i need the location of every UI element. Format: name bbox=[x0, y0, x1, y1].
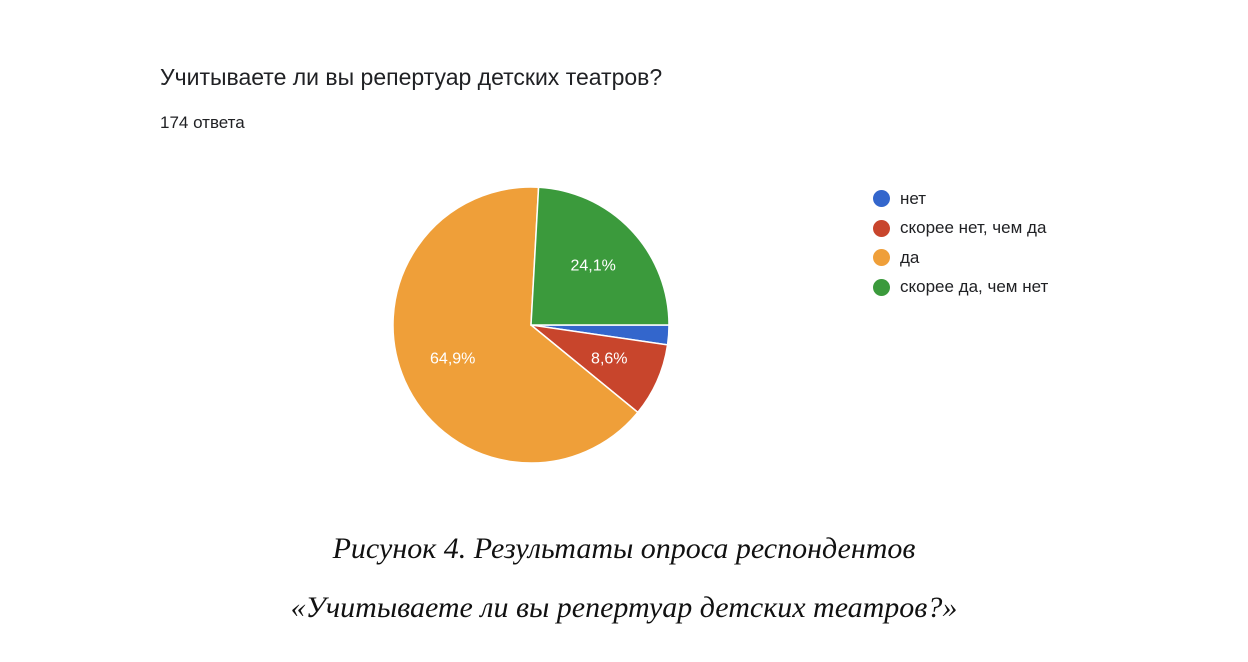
legend-label: нет bbox=[900, 188, 927, 208]
legend-label: скорее да, чем нет bbox=[900, 277, 1049, 297]
legend-label: скорее нет, чем да bbox=[900, 218, 1047, 238]
legend-swatch bbox=[873, 219, 890, 237]
pie-slices bbox=[392, 186, 670, 464]
legend-swatch bbox=[873, 249, 890, 267]
legend-item[interactable]: нет bbox=[873, 184, 1048, 214]
legend-swatch bbox=[873, 278, 890, 296]
chart-legend: нет скорее нет, чем да да скорее да, чем… bbox=[873, 184, 1048, 302]
slice-value-label: 24,1% bbox=[570, 257, 615, 274]
response-count: 174 ответа bbox=[160, 113, 245, 132]
legend-item[interactable]: скорее да, чем нет bbox=[873, 273, 1048, 303]
pie-labels: 8,6% 64,9% 24,1% bbox=[430, 257, 628, 367]
legend-label: да bbox=[900, 247, 920, 267]
slice-da[interactable] bbox=[392, 186, 639, 464]
legend-item[interactable]: да bbox=[873, 243, 1048, 273]
slice-value-label: 8,6% bbox=[591, 351, 627, 368]
slice-value-label: 64,9% bbox=[430, 351, 475, 368]
question-title: Учитываете ли вы репертуар детских театр… bbox=[160, 64, 663, 90]
legend-swatch bbox=[873, 190, 890, 208]
legend-item[interactable]: скорее нет, чем да bbox=[873, 214, 1048, 244]
figure-caption-question: «Учитываете ли вы репертуар детских теат… bbox=[290, 591, 958, 624]
figure-caption: Рисунок 4. Результаты опроса респонденто… bbox=[332, 532, 916, 565]
slice-skoree-da[interactable] bbox=[530, 186, 670, 326]
